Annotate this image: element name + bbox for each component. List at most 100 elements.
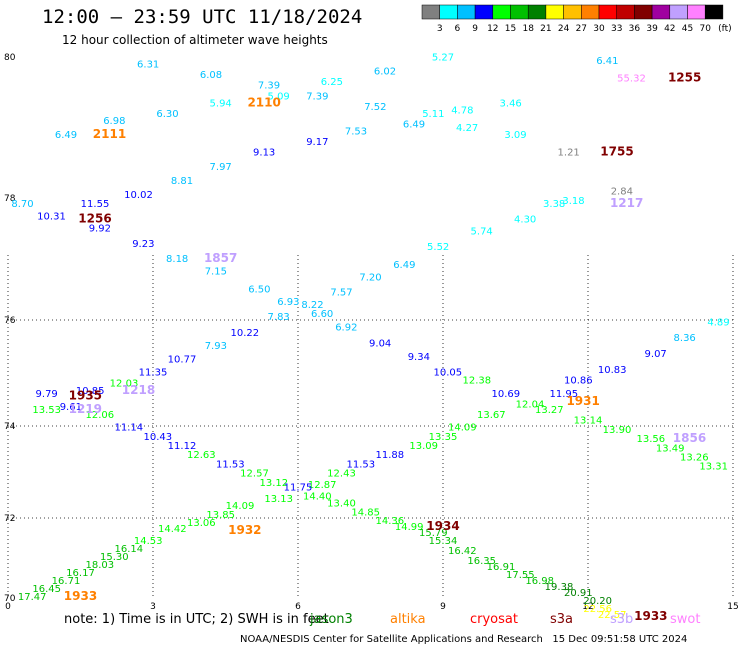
scale-tick: 39 <box>646 24 658 34</box>
swh-label: 7.39 <box>258 81 280 92</box>
swh-label: 14.85 <box>351 508 380 519</box>
scale-tick: 45 <box>682 24 693 34</box>
swh-label: 16.35 <box>467 556 496 567</box>
swh-label: 11.14 <box>115 423 144 434</box>
swh-label: 13.26 <box>680 453 709 464</box>
swh-label: 10.69 <box>492 389 521 400</box>
swh-label: 6.30 <box>156 109 178 120</box>
swh-label: 6.93 <box>277 297 299 308</box>
swh-label: 7.53 <box>345 127 367 138</box>
scale-tick: 3 <box>437 24 443 34</box>
footer-note: note: 1) Time is in UTC; 2) SWH is in fe… <box>64 612 329 627</box>
swh-label: 6.25 <box>321 77 343 88</box>
swh-label: 9.17 <box>306 137 328 148</box>
x-tick-label: 0 <box>5 602 11 612</box>
swh-label: 15.30 <box>100 552 129 563</box>
scale-tick: 6 <box>455 24 461 34</box>
swh-label: 3.46 <box>500 98 522 109</box>
swh-label: 5.11 <box>422 109 444 120</box>
swh-label: 10.77 <box>168 354 197 365</box>
swh-label: 13.31 <box>699 462 728 473</box>
pass-time-label: 1932 <box>228 523 261 537</box>
legend-entry-altika: altika <box>390 612 426 627</box>
swh-label: 4.30 <box>514 214 536 225</box>
swh-label: 13.27 <box>535 405 564 416</box>
swh-label: 13.35 <box>429 432 458 443</box>
swh-label: 8.18 <box>166 254 188 265</box>
swh-label: 13.49 <box>656 443 685 454</box>
swh-label: 20.91 <box>564 588 593 599</box>
y-tick-label: 74 <box>4 422 16 432</box>
swh-label: 9.79 <box>36 389 58 400</box>
pass-time-label: 1857 <box>204 251 237 265</box>
y-tick-label: 70 <box>4 594 16 604</box>
swh-label: 7.93 <box>205 341 227 352</box>
pass-time-label: 1217 <box>610 196 643 210</box>
swh-label: 13.85 <box>206 510 235 521</box>
swh-label: 11.53 <box>347 459 376 470</box>
scale-tick: 70 <box>699 24 711 34</box>
swh-label: 7.20 <box>359 272 381 283</box>
swh-label: 4.78 <box>451 105 473 116</box>
swh-label: 16.91 <box>487 562 516 573</box>
pass-time-label: 1218 <box>122 383 155 397</box>
pass-time-label: 1931 <box>566 394 599 408</box>
swh-label: 19.38 <box>545 582 574 593</box>
scale-tick: 24 <box>558 24 570 34</box>
swh-label: 4.89 <box>707 317 729 328</box>
swh-label: 3.18 <box>562 196 584 207</box>
legend-entry-jason3: jason3 <box>310 612 353 627</box>
swh-label: 13.56 <box>637 434 666 445</box>
swh-label: 12.06 <box>86 410 115 421</box>
swh-label: 17.47 <box>18 592 47 603</box>
swh-label: 9.23 <box>132 239 154 250</box>
swh-label: 22.56 <box>583 604 612 615</box>
swh-label: 14.40 <box>303 492 332 503</box>
swh-label: 4.27 <box>456 123 478 134</box>
swh-label: 18.03 <box>86 560 115 571</box>
legend-entry-s3b: s3b <box>610 612 634 627</box>
swh-label: 6.49 <box>393 260 415 271</box>
swh-label: 6.31 <box>137 60 159 71</box>
swh-label: 14.36 <box>376 516 405 527</box>
swh-label: 9.13 <box>253 148 275 159</box>
swh-label: 6.49 <box>55 130 77 141</box>
swh-label: 5.74 <box>471 227 493 238</box>
swh-label: 6.50 <box>248 285 270 296</box>
legend-entry-cryosat: cryosat <box>470 612 518 627</box>
swh-label: 10.43 <box>144 432 173 443</box>
swh-label: 10.02 <box>124 190 153 201</box>
swh-label: 55.32 <box>617 74 646 85</box>
pass-time-label: 1933 <box>634 609 667 623</box>
swh-label: 6.60 <box>311 309 333 320</box>
swh-label: 16.14 <box>115 544 144 555</box>
legend-entry-swot: swot <box>670 612 701 627</box>
swh-label: 13.90 <box>603 425 632 436</box>
x-tick-label: 9 <box>440 602 446 612</box>
y-tick-label: 78 <box>4 194 16 204</box>
swh-label: 7.57 <box>330 288 352 299</box>
swh-label: 11.53 <box>216 459 245 470</box>
swh-label: 9.07 <box>645 349 667 360</box>
swh-label: 12.03 <box>110 378 139 389</box>
y-tick-label: 76 <box>4 316 16 326</box>
scale-tick: 36 <box>629 24 641 34</box>
pass-time-label: 2111 <box>93 127 126 141</box>
swh-label: 16.98 <box>525 576 554 587</box>
swh-label: 7.83 <box>268 312 290 323</box>
pass-time-label: 1255 <box>668 71 701 85</box>
swh-label: 12.87 <box>308 480 337 491</box>
swh-label: 13.14 <box>574 415 603 426</box>
swh-label: 7.39 <box>306 91 328 102</box>
legend-entry-s3a: s3a <box>550 612 574 627</box>
map-title: 12:00 – 23:59 UTC 11/18/2024 <box>42 6 363 28</box>
x-tick-label: 12 <box>582 602 593 612</box>
swh-label: 8.36 <box>674 333 696 344</box>
swh-label: 9.61 <box>60 402 82 413</box>
swh-label: 5.94 <box>210 98 232 109</box>
swh-label: 8.81 <box>171 176 193 187</box>
swh-label: 11.35 <box>139 368 168 379</box>
scale-tick: 33 <box>611 24 622 34</box>
scale-tick: 12 <box>487 24 498 34</box>
